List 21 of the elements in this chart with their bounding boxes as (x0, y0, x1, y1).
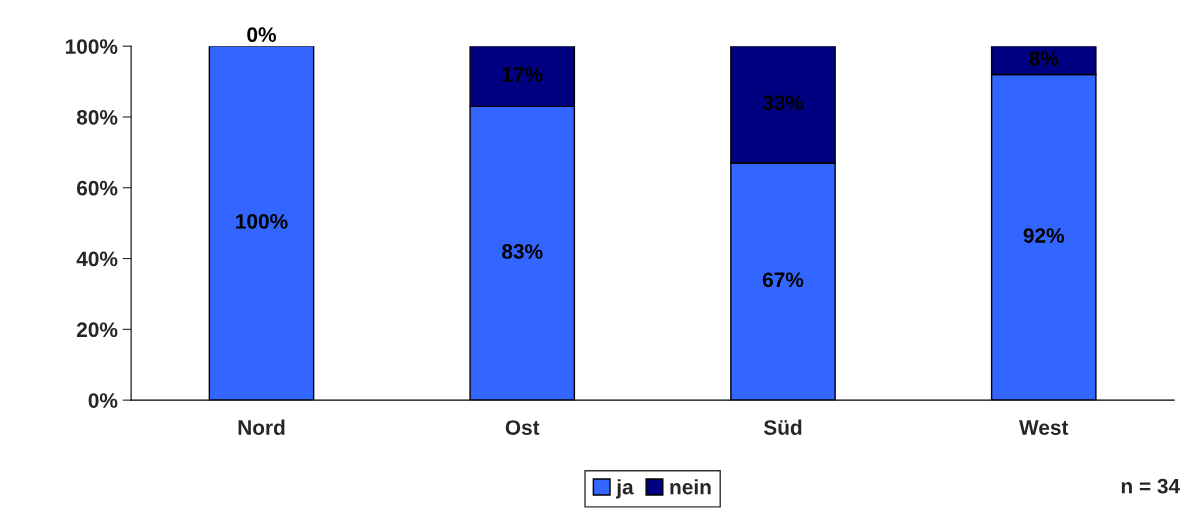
y-tick-label: 40% (76, 251, 118, 267)
legend-label: ja (615, 479, 634, 499)
y-tick-label: 100% (65, 39, 118, 54)
data-label: 83% (502, 244, 543, 259)
legend-label: nein (670, 479, 711, 495)
data-label: 0% (247, 27, 276, 43)
x-tick-label: Ost (505, 420, 540, 435)
x-tick-label: West (1019, 420, 1069, 435)
y-tick-label: 60% (76, 180, 118, 196)
data-label: 33% (762, 95, 804, 111)
y-tick-label: 80% (76, 109, 118, 125)
text: n = 34 (1121, 478, 1180, 494)
x-tick-label: Nord (238, 419, 285, 435)
data-label: 67% (762, 272, 804, 288)
x-tick-label: Süd (763, 419, 802, 435)
data-label: 8% (1029, 51, 1059, 66)
y-tick-label: 0% (88, 393, 118, 408)
data-label: 17% (502, 67, 543, 82)
y-tick-label: 20% (76, 322, 118, 338)
data-label: 92% (1023, 228, 1065, 243)
data-label: 100% (236, 213, 288, 229)
